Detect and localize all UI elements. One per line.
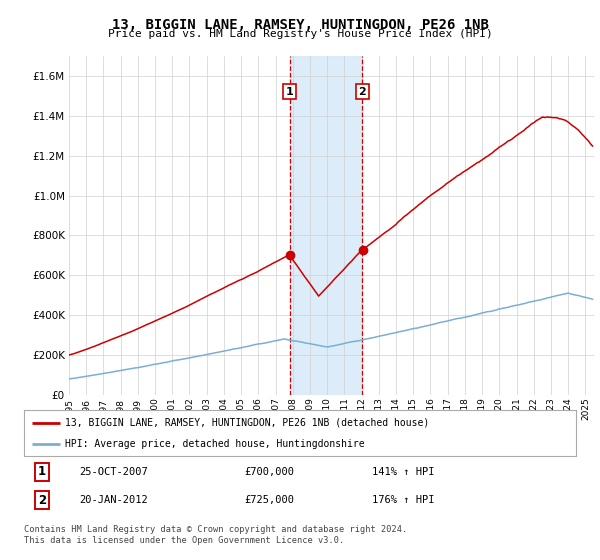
Text: HPI: Average price, detached house, Huntingdonshire: HPI: Average price, detached house, Hunt… bbox=[65, 439, 365, 449]
Bar bbox=[290, 56, 362, 395]
Text: 13, BIGGIN LANE, RAMSEY, HUNTINGDON, PE26 1NB: 13, BIGGIN LANE, RAMSEY, HUNTINGDON, PE2… bbox=[112, 18, 488, 32]
Text: 141% ↑ HPI: 141% ↑ HPI bbox=[372, 466, 434, 477]
Text: Price paid vs. HM Land Registry's House Price Index (HPI): Price paid vs. HM Land Registry's House … bbox=[107, 29, 493, 39]
Text: £700,000: £700,000 bbox=[245, 466, 295, 477]
Text: 13, BIGGIN LANE, RAMSEY, HUNTINGDON, PE26 1NB (detached house): 13, BIGGIN LANE, RAMSEY, HUNTINGDON, PE2… bbox=[65, 418, 430, 428]
Text: £725,000: £725,000 bbox=[245, 495, 295, 505]
Text: 176% ↑ HPI: 176% ↑ HPI bbox=[372, 495, 434, 505]
Text: 2: 2 bbox=[359, 87, 367, 96]
Text: 20-JAN-2012: 20-JAN-2012 bbox=[79, 495, 148, 505]
Text: 1: 1 bbox=[286, 87, 293, 96]
Text: 1: 1 bbox=[38, 465, 46, 478]
Text: Contains HM Land Registry data © Crown copyright and database right 2024.
This d: Contains HM Land Registry data © Crown c… bbox=[24, 525, 407, 545]
Text: 25-OCT-2007: 25-OCT-2007 bbox=[79, 466, 148, 477]
Text: 2: 2 bbox=[38, 494, 46, 507]
